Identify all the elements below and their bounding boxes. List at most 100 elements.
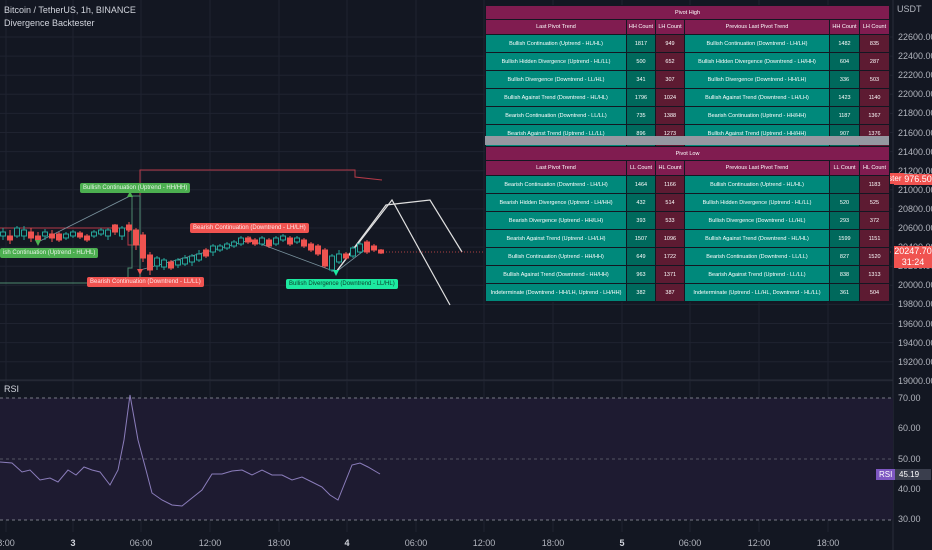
candle-up [0,231,6,237]
table-cell: Bearish Divergence (Uptrend - HH/LH) [485,211,627,230]
table-cell: Bearish Continuation (Downtrend - LL/LL) [485,106,627,125]
time-tick-label: 12:00 [472,538,496,548]
candle-down [140,234,146,259]
time-tick-label: 18:00 [541,538,565,548]
table-cell: 1423 [829,88,860,107]
table-cell: 372 [858,211,891,230]
time-tick-label: 18:00 [816,538,840,548]
column-header: LL Count [626,160,656,176]
time-tick-label: 5 [619,538,625,548]
column-header: HH Count [626,19,656,35]
column-header: HL Count [655,160,685,176]
label-bearish-continuation-ll: Bearish Continuation (Downtrend - LL/LL) [87,277,204,287]
rsi-line [0,394,381,507]
price-tick-label: 21800.00 [898,108,932,119]
price-tick-label: 22400.00 [898,51,932,62]
candle-up [217,245,223,251]
price-tick-label: 21400.00 [898,146,932,157]
table-cell: 963 [626,265,656,284]
table-cell: 1388 [655,106,685,125]
table-cell: Bullish Against Trend (Downtrend - HL/HL… [684,229,830,248]
pivot-marker-lh [247,236,253,242]
table-row: Bullish Divergence (Downtrend - LL/HL) 34… [485,70,891,89]
candle-down [133,229,139,246]
price-tick-label: 19800.00 [898,299,932,310]
candle-down [56,233,62,241]
candle-down [112,224,118,233]
table-cell: 500 [626,52,656,71]
chart-title[interactable]: Bitcoin / TetherUS, 1h, BINANCE [4,5,136,15]
candle-down [371,245,377,251]
candle-down [378,249,384,254]
table-row: Bullish Against Trend (Downtrend - HH/HH… [485,265,891,284]
price-tick-label: 22200.00 [898,70,932,81]
price-tick-label: 19200.00 [898,356,932,367]
candle-up [182,257,188,265]
candle-down [7,235,13,241]
indicator-name[interactable]: Divergence Backtester [4,18,95,28]
label-bullish-divergence: Bullish Divergence (Downtrend - LL/HL) [286,279,398,289]
time-tick-label: 12:00 [198,538,222,548]
table-row: Bullish Continuation (Uptrend - HL/HL) 18… [485,34,891,53]
table-cell: 649 [626,247,656,266]
table-row: Indeterminate (Downtrend - HH/LH, Uptren… [485,283,891,302]
candle-down [308,243,314,251]
table-cell: Bearish Against Trend (Uptrend - LH/LH) [485,229,627,248]
table-cell: 504 [858,283,891,302]
table-cell: 336 [829,70,860,89]
price-tick-label: 20600.00 [898,223,932,233]
rsi-tick-label: 40.00 [898,484,921,494]
rsi-badge-value: 45.19 [895,469,931,480]
price-tag-current: 20247.70 [894,246,932,257]
table-cell: 1151 [858,229,891,248]
rsi-tick-label: 50.00 [898,454,921,464]
table-cell [829,175,860,194]
candle-up [161,259,167,268]
candle-down [364,241,370,253]
table-cell: 1817 [626,34,656,53]
table-cell: Bullish Continuation (Downtrend - LH/LH) [684,34,830,53]
table-cell: 341 [626,70,656,89]
candle-down [35,235,41,241]
candle-down [315,245,321,255]
candle-up [231,241,237,247]
price-tag-countdown: 31:24 [894,257,932,268]
price-tick-label: 20800.00 [898,203,932,214]
rsi-pane-title[interactable]: RSI [4,384,20,394]
table-row: Bullish Continuation (Uptrend - HH/HH) 64… [485,247,891,266]
table-cell: 361 [829,283,860,302]
column-header: Last Pivot Trend [485,19,627,35]
pivot-low-table: Pivot Low Last Pivot Trend LL Count HL Cou… [484,146,891,302]
table-cell: Bullish Hidden Divergence (Downtrend - L… [684,52,830,71]
price-tick-label: 22000.00 [898,89,932,100]
table-cell: 827 [829,247,860,266]
table-cell: Bearish Continuation (Uptrend - HH/HH) [684,106,830,125]
table-cell: 652 [655,52,685,71]
candle-up [70,231,76,237]
table-cell: 520 [829,193,860,212]
price-tick-label: 22600.00 [898,32,932,42]
candle-down [252,239,258,245]
pivot-marker-low [35,240,41,246]
time-tick-label: 06:00 [678,538,702,548]
candle-up [42,231,48,237]
table-cell: 1599 [829,229,860,248]
price-tick-label: 21000.00 [898,184,932,195]
candle-up [280,235,286,241]
price-tick-label: 20000.00 [898,280,932,291]
candle-up [189,255,195,263]
table-cell: Bullish Divergence (Downtrend - LL/HL) [485,70,627,89]
rsi-tick-label: 30.00 [898,514,921,524]
table-cell: Bullish Hidden Divergence (Uptrend - HL/… [684,193,830,212]
candle-up [105,229,111,237]
candle-up [294,237,300,243]
table-row: Bearish Hidden Divergence (Uptrend - LH/… [485,193,891,212]
table-cell: 604 [829,52,860,71]
pivot-high-title: Pivot High [484,5,891,20]
candle-up [119,227,125,237]
candle-up [63,233,69,239]
candle-up [21,229,27,237]
table-cell: Bullish Against Trend (Downtrend - HL/HL… [485,88,627,107]
candle-up [210,245,216,253]
table-cell: Bullish Against Trend (Downtrend - LH/LH… [684,88,830,107]
